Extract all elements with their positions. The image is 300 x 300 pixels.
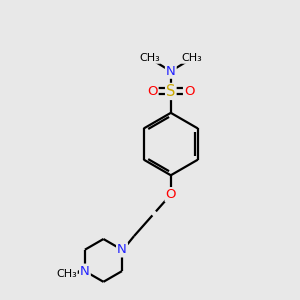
Text: N: N xyxy=(166,65,176,78)
Text: O: O xyxy=(166,188,176,201)
Text: CH₃: CH₃ xyxy=(56,269,77,279)
Text: N: N xyxy=(117,243,127,256)
Text: O: O xyxy=(184,85,194,98)
Text: S: S xyxy=(166,84,176,99)
Text: N: N xyxy=(80,265,90,278)
Text: CH₃: CH₃ xyxy=(139,53,160,63)
Text: CH₃: CH₃ xyxy=(182,53,202,63)
Text: N: N xyxy=(117,243,127,256)
Text: O: O xyxy=(147,85,158,98)
